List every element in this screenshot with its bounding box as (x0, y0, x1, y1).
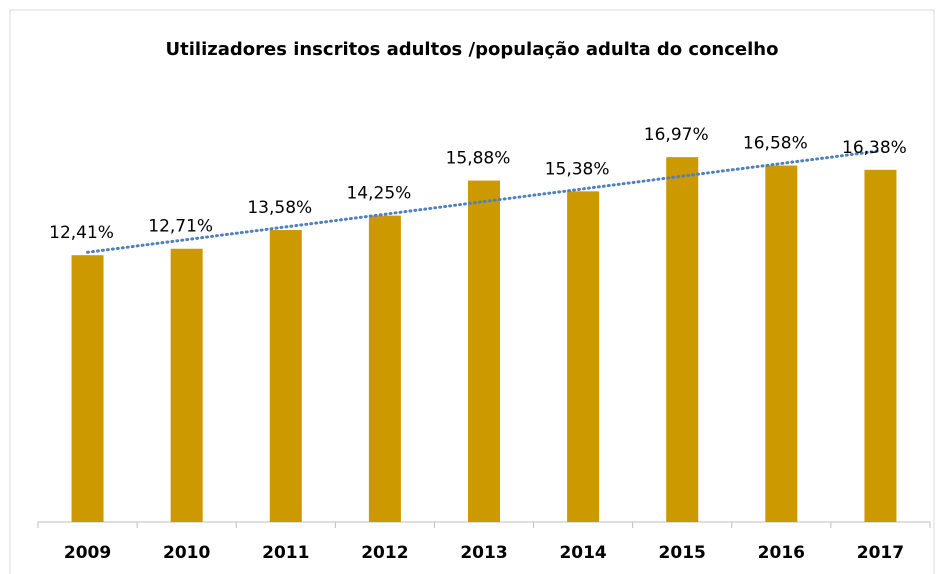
data-label: 16,58% (743, 134, 808, 154)
data-label: 15,88% (446, 149, 511, 169)
x-tick-label: 2017 (857, 543, 904, 563)
trendline (86, 149, 882, 254)
bar (666, 157, 699, 522)
x-tick-label: 2010 (163, 543, 210, 563)
x-tick-label: 2011 (262, 543, 309, 563)
bar (368, 215, 401, 522)
data-label: 13,58% (247, 198, 312, 218)
x-tick-label: 2012 (361, 543, 408, 563)
x-tick-label: 2014 (559, 543, 606, 563)
data-label: 12,71% (148, 217, 213, 237)
x-tick-label: 2013 (460, 543, 507, 563)
bar (567, 191, 600, 522)
bar (864, 169, 897, 522)
bar (269, 230, 302, 522)
data-label: 16,97% (644, 125, 709, 145)
bar (71, 255, 104, 522)
chart-title: Utilizadores inscritos adultos /populaçã… (166, 39, 779, 60)
x-tick-label: 2009 (64, 543, 111, 563)
data-label: 15,38% (545, 159, 610, 179)
data-label: 16,38% (842, 138, 907, 158)
data-label: 12,41% (49, 223, 114, 243)
bar (765, 165, 798, 522)
data-label: 14,25% (346, 184, 411, 204)
x-tick-label: 2015 (659, 543, 706, 563)
bar (468, 180, 500, 522)
bar (170, 248, 203, 523)
x-tick-label: 2016 (758, 543, 805, 563)
